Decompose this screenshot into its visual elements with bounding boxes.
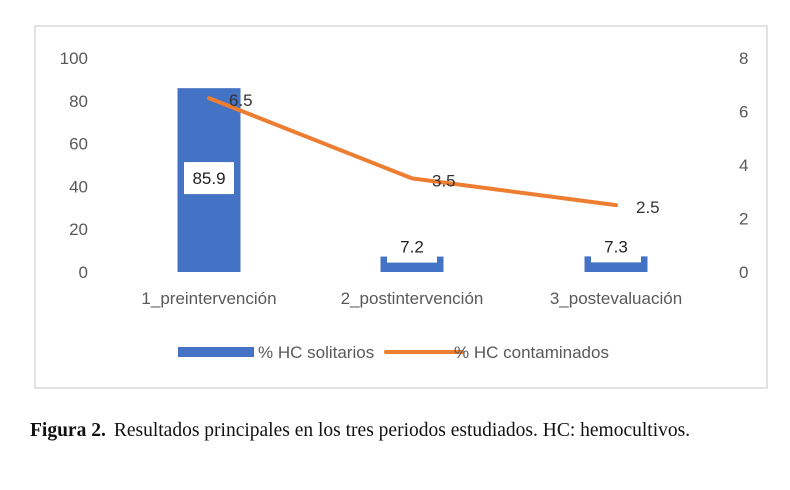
right-axis: 0 2 4 6 8 <box>739 49 748 282</box>
bar-data-label: 85.9 <box>192 169 225 188</box>
category-label: 1_preintervención <box>141 289 276 308</box>
line-data-labels: 6.5 3.5 2.5 <box>229 91 660 217</box>
bar-data-label: 7.3 <box>604 237 628 256</box>
bar-data-label-box <box>591 230 641 263</box>
bar-data-label: 7.2 <box>400 238 424 257</box>
caption-text: Resultados principales en los tres perio… <box>113 420 691 441</box>
left-tick-label: 0 <box>79 263 88 282</box>
chart-frame <box>34 25 768 389</box>
right-tick-label: 6 <box>739 103 748 122</box>
left-tick-label: 80 <box>69 92 88 111</box>
figure-caption: Figura 2. Resultados principales en los t… <box>30 417 765 445</box>
legend-label: % HC solitarios <box>258 343 374 362</box>
right-tick-label: 8 <box>739 49 748 68</box>
line-data-label: 6.5 <box>229 91 253 110</box>
right-tick-label: 4 <box>739 156 748 175</box>
series-line <box>207 96 618 208</box>
line-data-label: 2.5 <box>636 198 660 217</box>
category-label: 2_postintervención <box>341 289 484 308</box>
left-axis: 0 20 40 60 80 100 <box>60 49 88 282</box>
bar-data-label-box <box>387 230 437 263</box>
legend-swatch-bar <box>178 347 254 357</box>
line-series <box>207 96 618 208</box>
bar-data-label-box <box>184 162 234 195</box>
left-tick-label: 20 <box>69 220 88 239</box>
left-tick-label: 60 <box>69 135 88 154</box>
legend: % HC solitarios % HC contaminados <box>178 343 609 362</box>
right-tick-label: 0 <box>739 263 748 282</box>
bar-data-labels: 85.9 7.2 7.3 <box>184 162 641 263</box>
caption-label: Figura 2. <box>30 420 106 441</box>
left-tick-label: 100 <box>60 49 88 68</box>
right-tick-label: 2 <box>739 210 748 229</box>
category-label: 3_postevaluación <box>550 289 682 308</box>
line-data-label: 3.5 <box>432 171 456 190</box>
category-axis: 1_preintervención 2_postintervención 3_pos… <box>141 289 682 308</box>
legend-label: % HC contaminados <box>454 343 609 362</box>
left-tick-label: 40 <box>69 177 88 196</box>
